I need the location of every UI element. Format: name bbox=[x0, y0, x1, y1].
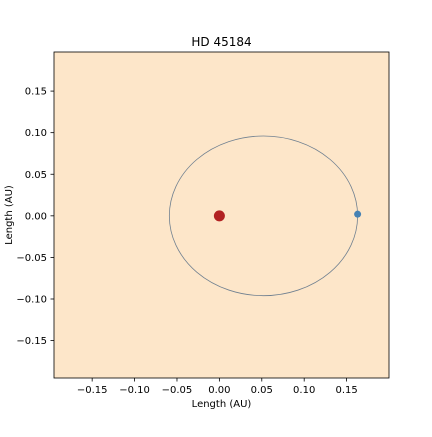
x-tick-label: 0.05 bbox=[251, 385, 273, 396]
marker-layer bbox=[213, 210, 362, 222]
y-tick-label: −0.10 bbox=[16, 294, 47, 305]
y-tick-label: 0.10 bbox=[25, 128, 47, 139]
chart-title: HD 45184 bbox=[191, 35, 251, 49]
x-axis-label: Length (AU) bbox=[192, 399, 252, 410]
x-tick-label: 0.15 bbox=[335, 385, 357, 396]
planet-marker bbox=[354, 210, 362, 218]
host-star-marker bbox=[213, 210, 225, 222]
plot-frame bbox=[53, 51, 390, 379]
y-tick-label: 0.05 bbox=[25, 170, 47, 181]
x-axis-ticks: −0.15 −0.10 −0.05 0.00 0.05 0.10 0.15 bbox=[77, 378, 358, 396]
y-tick-label: −0.05 bbox=[16, 253, 47, 264]
x-tick-label: −0.10 bbox=[119, 385, 150, 396]
y-tick-label: 0.15 bbox=[25, 87, 47, 98]
x-tick-label: −0.05 bbox=[162, 385, 193, 396]
x-tick-label: −0.15 bbox=[77, 385, 108, 396]
y-tick-label: 0.00 bbox=[25, 211, 47, 222]
y-axis-label: Length (AU) bbox=[4, 185, 15, 245]
x-tick-label: 0.00 bbox=[208, 385, 230, 396]
x-tick-label: 0.10 bbox=[293, 385, 315, 396]
y-axis-ticks: 0.15 0.10 0.05 0.00 −0.05 −0.10 −0.15 bbox=[16, 87, 54, 347]
y-tick-label: −0.15 bbox=[16, 336, 47, 347]
